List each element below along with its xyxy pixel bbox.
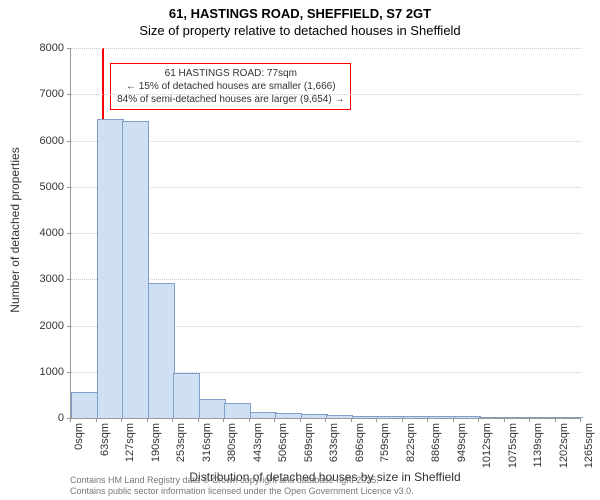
- histogram-chart: 61, HASTINGS ROAD, SHEFFIELD, S7 2GT Siz…: [0, 0, 600, 500]
- histogram-bar: [250, 412, 277, 418]
- xtick-label: 886sqm: [430, 423, 442, 462]
- histogram-bar: [301, 414, 328, 418]
- xtick-label: 949sqm: [456, 423, 468, 462]
- ytick-mark: [67, 233, 71, 234]
- xtick-mark: [402, 418, 403, 422]
- xtick-label: 822sqm: [405, 423, 417, 462]
- histogram-bar: [352, 416, 379, 418]
- xtick-mark: [580, 418, 581, 422]
- ytick-label: 0: [0, 412, 64, 424]
- xtick-mark: [427, 418, 428, 422]
- xtick-mark: [223, 418, 224, 422]
- xtick-label: 506sqm: [277, 423, 289, 462]
- histogram-bar: [275, 413, 302, 418]
- xtick-label: 1202sqm: [558, 423, 570, 468]
- ytick-label: 7000: [0, 88, 64, 100]
- xtick-label: 443sqm: [252, 423, 264, 462]
- histogram-bar: [97, 119, 124, 418]
- ytick-mark: [67, 279, 71, 280]
- xtick-mark: [504, 418, 505, 422]
- histogram-bar: [326, 415, 353, 418]
- xtick-label: 253sqm: [175, 423, 187, 462]
- xtick-mark: [529, 418, 530, 422]
- ytick-mark: [67, 141, 71, 142]
- xtick-mark: [147, 418, 148, 422]
- xtick-mark: [172, 418, 173, 422]
- xtick-mark: [121, 418, 122, 422]
- histogram-bar: [173, 373, 200, 418]
- xtick-label: 569sqm: [303, 423, 315, 462]
- xtick-mark: [555, 418, 556, 422]
- xtick-label: 1012sqm: [481, 423, 493, 468]
- histogram-bar: [505, 417, 532, 418]
- histogram-bar: [71, 392, 98, 418]
- xtick-label: 1265sqm: [583, 423, 595, 468]
- xtick-label: 316sqm: [201, 423, 213, 462]
- xtick-mark: [249, 418, 250, 422]
- histogram-bar: [377, 416, 404, 418]
- chart-subtitle: Size of property relative to detached ho…: [0, 23, 600, 40]
- chart-title: 61, HASTINGS ROAD, SHEFFIELD, S7 2GT: [0, 0, 600, 23]
- title-line-1: 61, HASTINGS ROAD, SHEFFIELD, S7 2GT: [169, 6, 431, 21]
- histogram-bar: [122, 121, 149, 418]
- xtick-mark: [274, 418, 275, 422]
- footer-attribution: Contains HM Land Registry data © Crown c…: [70, 475, 414, 497]
- xtick-mark: [96, 418, 97, 422]
- y-axis-label: Number of detached properties: [8, 145, 22, 315]
- xtick-label: 1139sqm: [532, 423, 544, 467]
- histogram-bar: [479, 417, 506, 418]
- xtick-mark: [198, 418, 199, 422]
- xtick-label: 633sqm: [328, 423, 340, 462]
- ytick-mark: [67, 187, 71, 188]
- ytick-label: 1000: [0, 366, 64, 378]
- xtick-label: 127sqm: [124, 423, 136, 462]
- gridline: [71, 48, 581, 49]
- gridline: [71, 94, 581, 95]
- histogram-bar: [224, 403, 251, 418]
- xtick-label: 0sqm: [73, 423, 85, 450]
- plot-area: 61 HASTINGS ROAD: 77sqm ← 15% of detache…: [70, 48, 581, 419]
- xtick-mark: [453, 418, 454, 422]
- xtick-mark: [478, 418, 479, 422]
- xtick-label: 696sqm: [354, 423, 366, 462]
- histogram-bar: [454, 416, 481, 418]
- histogram-bar: [148, 283, 175, 418]
- ytick-mark: [67, 372, 71, 373]
- footer-line-1: Contains HM Land Registry data © Crown c…: [70, 475, 414, 486]
- ytick-label: 8000: [0, 42, 64, 54]
- xtick-label: 63sqm: [99, 423, 111, 456]
- histogram-bar: [199, 399, 226, 419]
- histogram-bar: [556, 417, 583, 418]
- xtick-mark: [376, 418, 377, 422]
- ytick-label: 2000: [0, 320, 64, 332]
- footer-line-2: Contains public sector information licen…: [70, 486, 414, 497]
- xtick-label: 759sqm: [379, 423, 391, 462]
- annotation-title: 61 HASTINGS ROAD: 77sqm: [117, 67, 344, 80]
- ytick-mark: [67, 48, 71, 49]
- histogram-bar: [530, 417, 557, 418]
- xtick-mark: [351, 418, 352, 422]
- xtick-mark: [70, 418, 71, 422]
- xtick-label: 380sqm: [226, 423, 238, 462]
- histogram-bar: [428, 416, 455, 418]
- annotation-box: 61 HASTINGS ROAD: 77sqm ← 15% of detache…: [110, 63, 351, 110]
- title-line-2: Size of property relative to detached ho…: [139, 23, 460, 38]
- xtick-label: 190sqm: [150, 423, 162, 462]
- annotation-smaller: ← 15% of detached houses are smaller (1,…: [117, 80, 344, 93]
- ytick-mark: [67, 94, 71, 95]
- ytick-mark: [67, 326, 71, 327]
- xtick-mark: [325, 418, 326, 422]
- xtick-mark: [300, 418, 301, 422]
- histogram-bar: [403, 416, 430, 418]
- xtick-label: 1075sqm: [507, 423, 519, 468]
